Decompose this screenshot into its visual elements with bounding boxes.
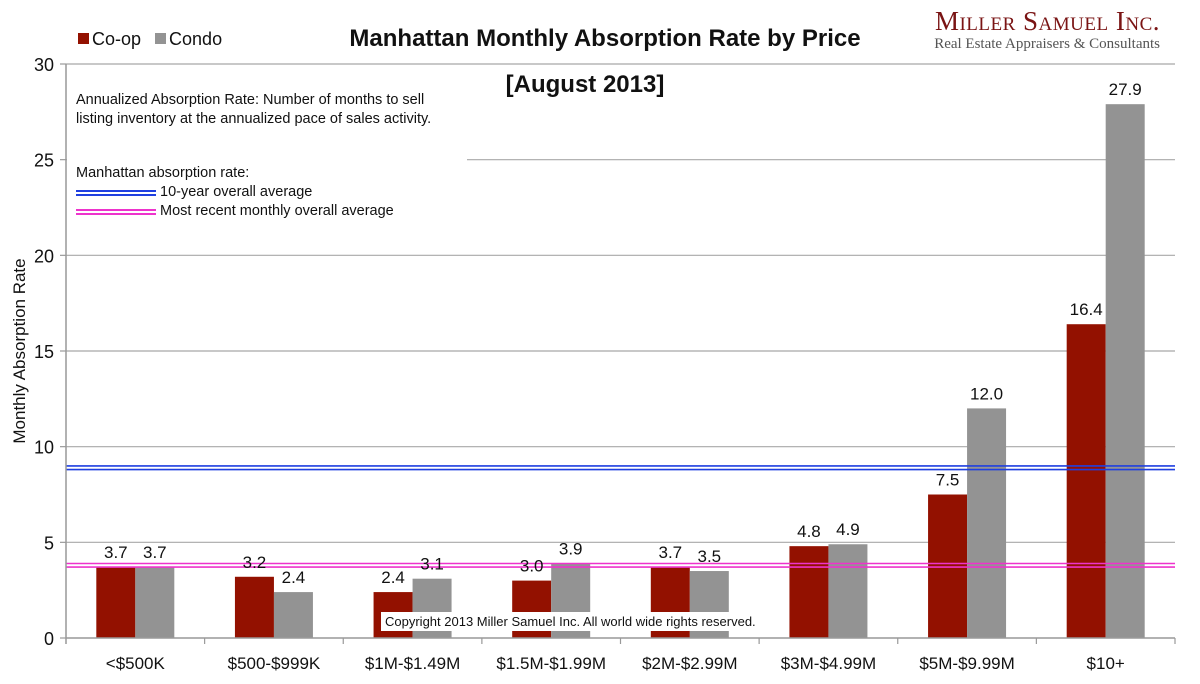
reference-legend-item-recent: Most recent monthly overall average <box>76 202 394 221</box>
legend-label-condo: Condo <box>169 29 223 49</box>
bar-coop <box>96 567 136 638</box>
x-tick-label: $5M-$9.99M <box>919 654 1014 673</box>
reference-legend-heading: Manhattan absorption rate: <box>76 165 250 181</box>
series-legend: Co-op Condo <box>78 29 222 50</box>
reference-legend-item-10yr: 10-year overall average <box>76 183 394 202</box>
axes: 0 5 10 15 20 25 30 <$500K $500-$999K $1M-$1.49M $1… <box>34 55 1176 673</box>
brand-name: Miller Samuel Inc. <box>934 6 1160 36</box>
bar-condo <box>828 544 868 638</box>
pink-double-line-icon <box>76 208 156 215</box>
legend-item-coop: Co-op <box>78 29 141 50</box>
y-tick-label: 30 <box>34 55 54 75</box>
data-label: 3.9 <box>559 539 583 558</box>
data-label: 27.9 <box>1109 80 1142 99</box>
copyright-notice: Copyright 2013 Miller Samuel Inc. All wo… <box>381 612 760 631</box>
chart-subtitle: [August 2013] <box>505 71 665 98</box>
y-tick-label: 10 <box>34 438 54 458</box>
reference-lines <box>66 465 1175 568</box>
bar-coop <box>789 546 829 638</box>
data-label: 3.7 <box>104 543 128 562</box>
data-label: 3.7 <box>658 543 682 562</box>
x-tick-label: <$500K <box>106 654 166 673</box>
legend-item-condo: Condo <box>155 29 222 50</box>
bar-condo <box>1105 104 1145 639</box>
y-tick-label: 5 <box>44 533 54 553</box>
data-label: 2.4 <box>282 568 306 587</box>
reference-legend: Manhattan absorption rate: 10-year overa… <box>76 164 394 221</box>
brand-tagline: Real Estate Appraisers & Consultants <box>934 36 1160 52</box>
data-label: 7.5 <box>936 471 960 490</box>
data-label: 3.1 <box>420 555 444 574</box>
bar-coop <box>234 576 274 638</box>
x-tick-label: $500-$999K <box>228 654 321 673</box>
bar-condo <box>135 567 175 638</box>
coop-swatch-icon <box>78 32 89 44</box>
data-labels: 3.7 3.7 3.2 2.4 2.4 3.1 3.0 3.9 3.7 3.5 4.8 4.9 7.5 1… <box>104 80 1142 587</box>
data-label: 3.5 <box>697 547 721 566</box>
y-tick-label: 0 <box>44 629 54 649</box>
data-label: 2.4 <box>381 568 405 587</box>
x-tick-label: $1.5M-$1.99M <box>496 654 606 673</box>
data-label: 3.7 <box>143 543 167 562</box>
data-label: 3.2 <box>243 553 267 572</box>
x-tick-label: $2M-$2.99M <box>642 654 737 673</box>
x-tick-label: $10+ <box>1087 654 1125 673</box>
reference-label-10yr: 10-year overall average <box>160 184 313 200</box>
x-tick-label: $3M-$4.99M <box>781 654 876 673</box>
chart-title: Manhattan Monthly Absorption Rate by Pri… <box>349 25 861 52</box>
x-tick-label: $1M-$1.49M <box>365 654 460 673</box>
bar-coop <box>928 494 968 638</box>
brand-logo: Miller Samuel Inc. Real Estate Appraiser… <box>934 6 1160 53</box>
definition-note: Annualized Absorption Rate: Number of mo… <box>76 92 432 127</box>
reference-label-recent: Most recent monthly overall average <box>160 203 394 219</box>
y-axis-label: Monthly Absorption Rate <box>10 258 29 443</box>
data-label: 4.9 <box>836 520 860 539</box>
legend-label-coop: Co-op <box>92 29 142 49</box>
y-tick-label: 20 <box>34 246 54 266</box>
y-tick-label: 25 <box>34 151 54 171</box>
data-label: 3.0 <box>520 557 544 576</box>
data-label: 4.8 <box>797 522 821 541</box>
bar-condo <box>967 408 1007 638</box>
data-label: 12.0 <box>970 384 1003 403</box>
data-label: 16.4 <box>1070 300 1103 319</box>
blue-double-line-icon <box>76 189 156 196</box>
y-tick-label: 15 <box>34 342 54 362</box>
bar-condo <box>273 592 313 638</box>
gridlines <box>66 63 1175 543</box>
condo-swatch-icon <box>155 32 167 44</box>
bar-coop <box>1066 324 1106 638</box>
